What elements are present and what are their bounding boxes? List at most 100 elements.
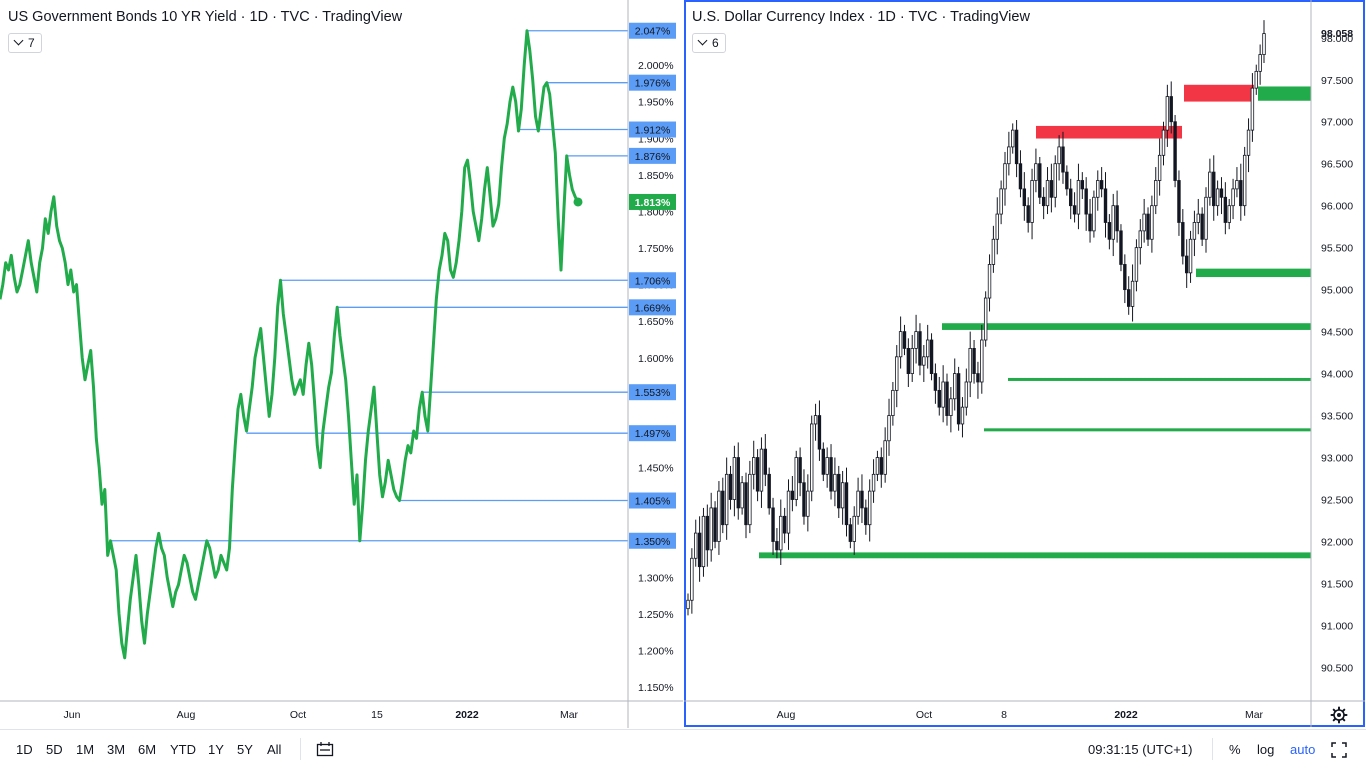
candle-body: [1018, 163, 1023, 190]
date-range-calendar-icon[interactable]: [316, 741, 334, 757]
candle-body: [964, 381, 969, 408]
dxy-chart[interactable]: 90.500 91.000 91.500 92.000 92.500 93.000 93.5…: [684, 0, 1365, 727]
candle-body: [875, 457, 880, 475]
candle-body: [697, 532, 702, 568]
candle-body: [972, 348, 976, 374]
candle-body: [840, 482, 845, 509]
candle-body: [1154, 180, 1158, 207]
candle-body: [736, 457, 740, 509]
fullscreen-icon[interactable]: [1331, 742, 1347, 758]
right-chart-title: U.S. Dollar Currency Index · 1D · TVC · …: [692, 9, 1030, 25]
candle-body: [794, 457, 798, 500]
range-button-6m[interactable]: 6M: [138, 742, 157, 757]
level-price-label: 1.669%: [635, 302, 671, 314]
y-tick-label: 93.500: [1321, 411, 1353, 423]
level-price-label: 1.912%: [635, 125, 671, 137]
range-button-ytd[interactable]: YTD: [170, 742, 196, 757]
yield-series-line: [0, 29, 580, 660]
candle-body: [987, 264, 992, 299]
candle-body: [713, 507, 717, 542]
candle-body: [1208, 171, 1212, 198]
level-price-label-bg: [629, 384, 676, 401]
candle-body: [717, 490, 721, 542]
candle-body: [860, 490, 864, 509]
supply-zone[interactable]: [1184, 84, 1254, 102]
candle-body: [837, 473, 841, 509]
range-button-3m[interactable]: 3M: [107, 742, 126, 757]
left-indicator-legend-toggle[interactable]: 7: [8, 33, 42, 53]
candle-body: [929, 339, 934, 374]
range-button-all[interactable]: All: [267, 742, 282, 757]
candle-body: [802, 482, 806, 517]
candle-body: [705, 515, 710, 551]
candle-body: [825, 457, 829, 475]
auto-scale-toggle[interactable]: auto: [1290, 742, 1316, 757]
demand-zone[interactable]: [1008, 377, 1311, 381]
range-button-1y[interactable]: 1Y: [208, 742, 224, 757]
candle-body: [995, 213, 999, 240]
candle-body: [829, 457, 833, 492]
y-tick-label: 92.500: [1321, 495, 1353, 507]
candle-body: [1134, 247, 1139, 282]
candle-body: [763, 448, 768, 475]
toolbar-divider: [1212, 738, 1213, 760]
candle-body: [1080, 180, 1085, 190]
level-price-label-bg: [629, 22, 676, 39]
candle-body: [864, 507, 868, 526]
candle-body: [933, 373, 938, 391]
candle-body: [1161, 129, 1166, 156]
y-tick-label: 94.000: [1321, 369, 1353, 381]
y-tick-label: 91.500: [1321, 578, 1353, 590]
clock-timezone[interactable]: 09:31:15 (UTC+1): [1088, 742, 1193, 757]
demand-zone[interactable]: [1258, 86, 1311, 101]
bond-yield-chart[interactable]: 1.150%1.200%1.250%1.300%1.350%1.400%1.45…: [0, 0, 683, 728]
candle-body: [960, 406, 965, 425]
candle-body: [937, 389, 941, 408]
y-tick-label: 1.600%: [638, 353, 674, 365]
candle-body: [1181, 222, 1185, 257]
demand-zone[interactable]: [942, 323, 1311, 330]
candle-body: [1115, 205, 1119, 232]
candle-body: [709, 507, 713, 551]
candle-body: [1111, 205, 1115, 240]
demand-zone[interactable]: [759, 552, 1311, 559]
demand-zone[interactable]: [1196, 268, 1311, 278]
candle-body: [740, 482, 744, 509]
candle-body: [1262, 33, 1266, 55]
candle-body: [1053, 163, 1057, 198]
log-scale-toggle[interactable]: log: [1257, 742, 1275, 757]
last-price-label-bg: [629, 193, 676, 210]
range-button-5d[interactable]: 5D: [46, 742, 63, 757]
candle-body: [686, 599, 690, 610]
range-button-1m[interactable]: 1M: [76, 742, 95, 757]
supply-zone[interactable]: [1036, 125, 1182, 139]
gear-icon[interactable]: [1330, 706, 1348, 724]
y-tick-label: 1.150%: [638, 682, 674, 694]
bottom-toolbar: 1D 5D 1M 3M 6M YTD 1Y 5Y All 09:31:15 (U…: [0, 729, 1366, 769]
toolbar-divider: [300, 738, 301, 760]
range-button-5y[interactable]: 5Y: [237, 742, 253, 757]
candle-body: [956, 373, 961, 425]
candle-body: [1092, 196, 1096, 232]
level-price-label: 1.497%: [635, 428, 671, 440]
candle-body: [798, 457, 802, 484]
candle-body: [806, 490, 810, 517]
y-tick-label: 1.950%: [638, 97, 674, 109]
candle-body: [1072, 205, 1077, 215]
demand-zone[interactable]: [984, 428, 1311, 432]
dxy-chart-pane[interactable]: 90.500 91.000 91.500 92.000 92.500 93.000 93.5…: [684, 0, 1365, 727]
candle-body: [775, 541, 779, 551]
y-tick-label: 1.300%: [638, 572, 674, 584]
candle-body: [879, 457, 883, 475]
percent-scale-toggle[interactable]: %: [1229, 742, 1241, 757]
x-tick-label: 2022: [455, 709, 479, 721]
range-button-1d[interactable]: 1D: [16, 742, 33, 757]
candle-body: [732, 457, 737, 500]
candle-body: [898, 331, 903, 358]
y-tick-label: 1.650%: [638, 316, 674, 328]
y-tick-label: 93.000: [1321, 453, 1353, 465]
candle-body: [1096, 180, 1100, 198]
bond-yield-chart-pane[interactable]: 1.150%1.200%1.250%1.300%1.350%1.400%1.45…: [0, 0, 683, 728]
candle-body: [941, 381, 945, 408]
right-indicator-legend-toggle[interactable]: 6: [692, 33, 726, 53]
